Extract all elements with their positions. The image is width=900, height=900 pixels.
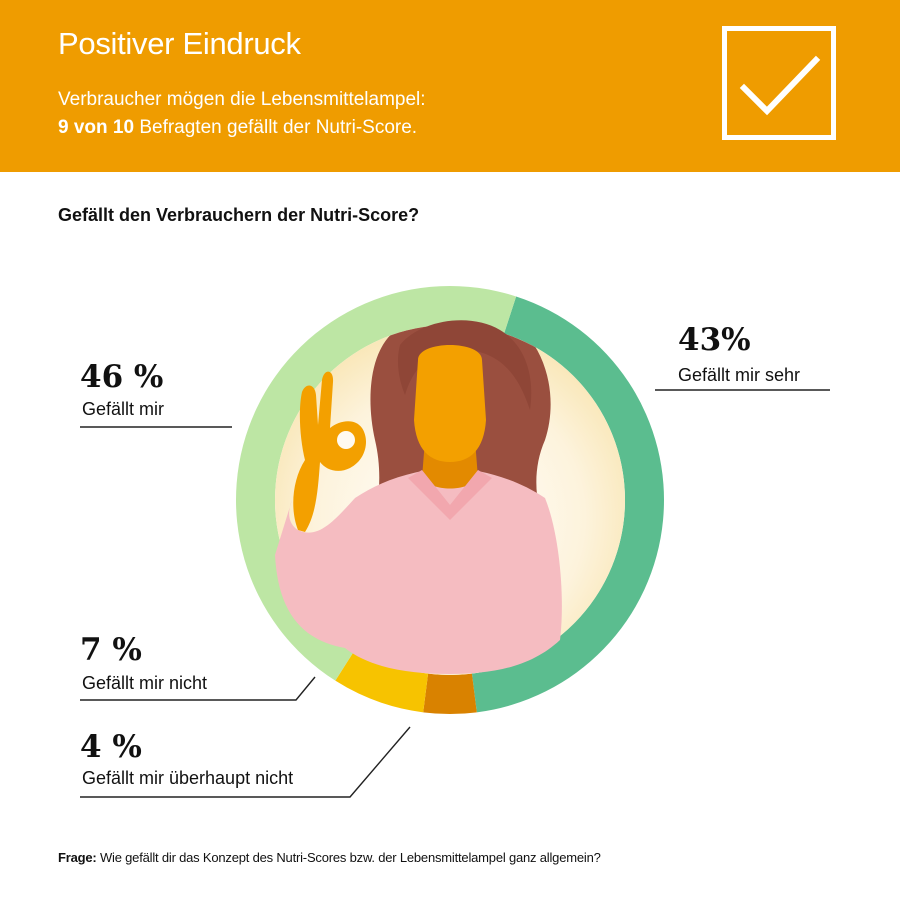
category-label-gefaellt-mir: Gefällt mir bbox=[82, 399, 165, 419]
donut-slice-gefaellt-mir bbox=[236, 286, 517, 681]
header-subtitle-rest: Befragten gefällt der Nutri-Score. bbox=[134, 117, 418, 138]
chart-question: Gefällt den Verbrauchern der Nutri-Score… bbox=[58, 205, 420, 225]
header-subtitle-line1: Verbraucher mögen die Lebensmittelampel: bbox=[58, 89, 426, 110]
donut-slice-gefaellt-mir-ueberhaupt-nicht bbox=[423, 673, 477, 714]
value-label-gefaellt-mir-ueberhaupt-nicht: 4 % bbox=[80, 729, 142, 765]
header-subtitle-highlight: 9 von 10 bbox=[58, 117, 135, 138]
footnote-text: Wie gefällt dir das Konzept des Nutri-Sc… bbox=[96, 850, 601, 865]
checkmark-icon bbox=[722, 26, 836, 140]
donut-slice-gefaellt-mir-sehr bbox=[471, 296, 664, 713]
leader-lines bbox=[80, 389, 830, 798]
header-banner: Positiver Eindruck Verbraucher mögen die… bbox=[0, 0, 900, 172]
leader-line-gefaellt-mir-ueberhaupt-nicht bbox=[80, 726, 411, 798]
category-label-gefaellt-mir-sehr: Gefällt mir sehr bbox=[678, 365, 801, 385]
category-label-gefaellt-mir-ueberhaupt-nicht: Gefällt mir überhaupt nicht bbox=[82, 768, 294, 788]
value-label-gefaellt-mir-nicht: 7 % bbox=[80, 632, 142, 668]
donut-slice-gefaellt-mir-nicht bbox=[335, 647, 429, 713]
footnote: Frage: Wie gefällt dir das Konzept des N… bbox=[58, 850, 601, 865]
header-title: Positiver Eindruck bbox=[58, 26, 301, 61]
leader-line-gefaellt-mir-nicht bbox=[80, 676, 316, 701]
value-label-gefaellt-mir-sehr: 43% bbox=[678, 322, 751, 358]
category-label-gefaellt-mir-nicht: Gefällt mir nicht bbox=[82, 673, 208, 693]
donut-ring bbox=[236, 286, 664, 714]
footnote-label: Frage: bbox=[58, 850, 97, 865]
woman-illustration bbox=[275, 320, 562, 674]
value-label-gefaellt-mir: 46 % bbox=[80, 359, 164, 395]
header-subtitle-line2: 9 von 10 Befragten gefällt der Nutri-Sco… bbox=[58, 117, 417, 139]
